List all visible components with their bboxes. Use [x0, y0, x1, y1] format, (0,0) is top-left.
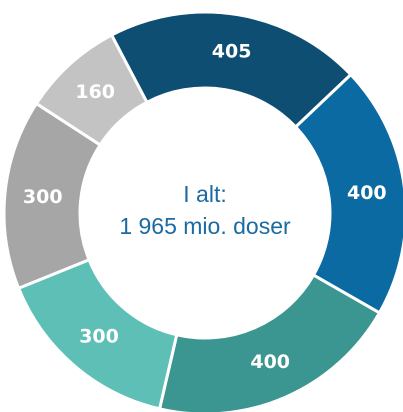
data-label: 400 — [250, 351, 290, 373]
data-label: 300 — [23, 186, 63, 208]
data-label: 405 — [212, 41, 252, 63]
data-label: 400 — [347, 182, 387, 204]
donut-segment — [157, 273, 382, 412]
center-label: 1 965 mio. doser — [119, 213, 291, 239]
donut-segment — [34, 33, 149, 148]
donut-segment — [109, 10, 353, 130]
data-label: 160 — [75, 81, 115, 103]
center-label: I alt: — [183, 181, 226, 207]
data-label: 300 — [79, 325, 119, 347]
